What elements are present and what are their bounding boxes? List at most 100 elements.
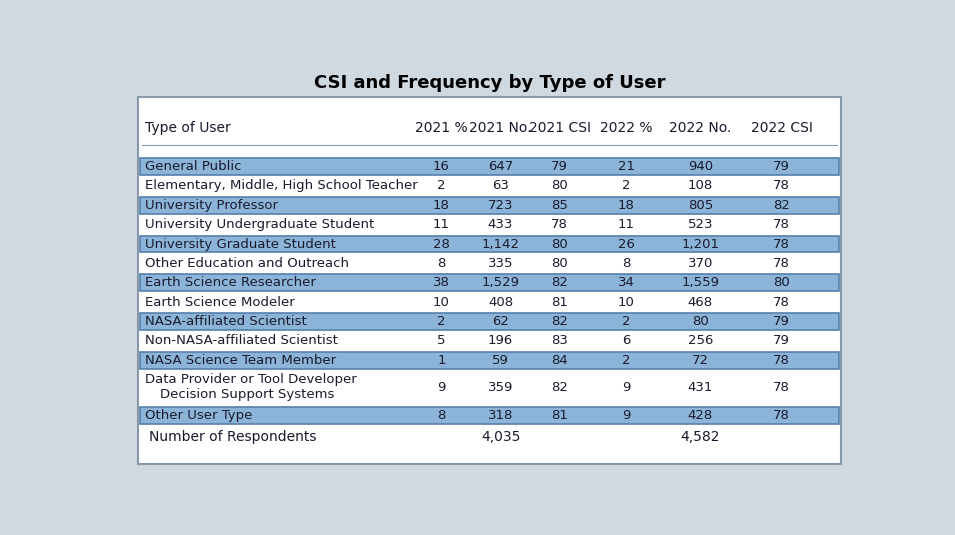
- Text: 80: 80: [774, 276, 790, 289]
- Text: 10: 10: [433, 296, 450, 309]
- Text: University Undergraduate Student: University Undergraduate Student: [145, 218, 374, 231]
- Text: 9: 9: [622, 381, 630, 394]
- Text: 72: 72: [691, 354, 709, 366]
- Text: 28: 28: [433, 238, 450, 250]
- Text: 940: 940: [688, 160, 713, 173]
- Text: 370: 370: [688, 257, 713, 270]
- Text: 79: 79: [774, 334, 790, 347]
- Text: 428: 428: [688, 409, 713, 422]
- Text: 9: 9: [622, 409, 630, 422]
- Text: 82: 82: [551, 276, 568, 289]
- Text: 26: 26: [618, 238, 635, 250]
- Text: 11: 11: [618, 218, 635, 231]
- Text: 431: 431: [688, 381, 713, 394]
- Text: Number of Respondents: Number of Respondents: [149, 430, 316, 444]
- Text: 1: 1: [437, 354, 446, 366]
- Text: 2: 2: [437, 179, 446, 193]
- Text: Decision Support Systems: Decision Support Systems: [160, 388, 334, 401]
- Text: 10: 10: [618, 296, 635, 309]
- Text: 468: 468: [688, 296, 713, 309]
- Text: 6: 6: [622, 334, 630, 347]
- Text: 433: 433: [488, 218, 513, 231]
- Text: 80: 80: [551, 179, 568, 193]
- Text: 85: 85: [551, 199, 568, 212]
- Text: 11: 11: [433, 218, 450, 231]
- Text: CSI and Frequency by Type of User: CSI and Frequency by Type of User: [313, 74, 666, 91]
- Text: 80: 80: [551, 238, 568, 250]
- Text: Other Education and Outreach: Other Education and Outreach: [145, 257, 350, 270]
- Text: Other User Type: Other User Type: [145, 409, 253, 422]
- Text: 78: 78: [774, 238, 790, 250]
- Text: 2022 No.: 2022 No.: [669, 121, 732, 135]
- Text: 4,582: 4,582: [681, 430, 720, 444]
- Text: 805: 805: [688, 199, 713, 212]
- FancyBboxPatch shape: [140, 158, 838, 175]
- Text: 1,559: 1,559: [681, 276, 719, 289]
- Text: 18: 18: [433, 199, 450, 212]
- Text: 8: 8: [622, 257, 630, 270]
- Text: 2022 CSI: 2022 CSI: [751, 121, 813, 135]
- Text: 1,529: 1,529: [481, 276, 520, 289]
- Text: 78: 78: [774, 179, 790, 193]
- Text: General Public: General Public: [145, 160, 242, 173]
- Text: 523: 523: [688, 218, 713, 231]
- Text: 647: 647: [488, 160, 513, 173]
- Text: 318: 318: [488, 409, 513, 422]
- Text: 59: 59: [492, 354, 509, 366]
- Text: 108: 108: [688, 179, 713, 193]
- Text: 408: 408: [488, 296, 513, 309]
- Text: 2022 %: 2022 %: [600, 121, 652, 135]
- Text: 80: 80: [692, 315, 709, 328]
- Text: 38: 38: [433, 276, 450, 289]
- FancyBboxPatch shape: [140, 313, 838, 330]
- Text: 78: 78: [774, 218, 790, 231]
- Text: 82: 82: [551, 381, 568, 394]
- Text: 79: 79: [551, 160, 568, 173]
- Text: Earth Science Modeler: Earth Science Modeler: [145, 296, 295, 309]
- FancyBboxPatch shape: [140, 274, 838, 291]
- Text: 78: 78: [774, 409, 790, 422]
- Text: 5: 5: [437, 334, 446, 347]
- Text: 256: 256: [688, 334, 713, 347]
- Text: 16: 16: [433, 160, 450, 173]
- Text: University Graduate Student: University Graduate Student: [145, 238, 336, 250]
- Text: 82: 82: [774, 199, 790, 212]
- Text: 2021 CSI: 2021 CSI: [529, 121, 591, 135]
- Text: 81: 81: [551, 409, 568, 422]
- Text: 63: 63: [492, 179, 509, 193]
- Text: 4,035: 4,035: [481, 430, 520, 444]
- Text: 8: 8: [437, 257, 446, 270]
- Text: 1,201: 1,201: [681, 238, 719, 250]
- Text: 9: 9: [437, 381, 446, 394]
- Text: 2: 2: [622, 354, 630, 366]
- Text: 79: 79: [774, 160, 790, 173]
- Text: NASA Science Team Member: NASA Science Team Member: [145, 354, 336, 366]
- Text: 18: 18: [618, 199, 635, 212]
- Text: 78: 78: [774, 381, 790, 394]
- Text: 82: 82: [551, 315, 568, 328]
- Text: NASA-affiliated Scientist: NASA-affiliated Scientist: [145, 315, 307, 328]
- Text: Non-NASA-affiliated Scientist: Non-NASA-affiliated Scientist: [145, 334, 338, 347]
- Text: University Professor: University Professor: [145, 199, 278, 212]
- Text: 78: 78: [774, 296, 790, 309]
- Text: 2021 %: 2021 %: [415, 121, 468, 135]
- Text: 81: 81: [551, 296, 568, 309]
- FancyBboxPatch shape: [140, 407, 838, 424]
- Text: 2021 No.: 2021 No.: [469, 121, 532, 135]
- Text: 80: 80: [551, 257, 568, 270]
- Text: 2: 2: [622, 315, 630, 328]
- FancyBboxPatch shape: [140, 235, 838, 253]
- Text: 79: 79: [774, 315, 790, 328]
- Text: 84: 84: [551, 354, 568, 366]
- Text: 2: 2: [437, 315, 446, 328]
- Text: 78: 78: [774, 354, 790, 366]
- Text: 34: 34: [618, 276, 635, 289]
- Text: 1,142: 1,142: [481, 238, 520, 250]
- Text: Type of User: Type of User: [145, 121, 231, 135]
- Text: Data Provider or Tool Developer: Data Provider or Tool Developer: [145, 373, 357, 386]
- Text: 21: 21: [618, 160, 635, 173]
- Text: Earth Science Researcher: Earth Science Researcher: [145, 276, 316, 289]
- Text: 335: 335: [488, 257, 513, 270]
- Text: 196: 196: [488, 334, 513, 347]
- FancyBboxPatch shape: [138, 97, 841, 464]
